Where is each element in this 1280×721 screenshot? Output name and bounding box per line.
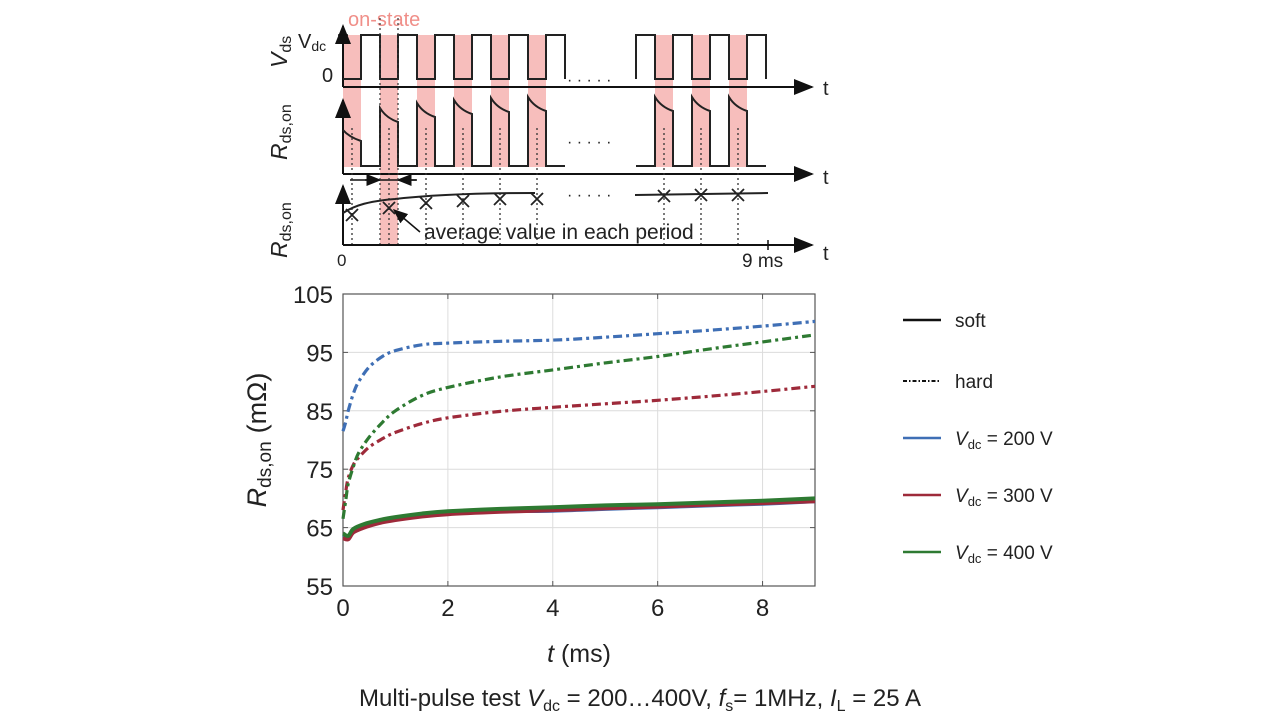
y-tick-label: 95 (306, 340, 333, 367)
on-state-band (454, 35, 472, 167)
legend-label: Vdc = 300 V (955, 486, 1053, 509)
y-tick-label: 55 (306, 574, 333, 601)
series-line (341, 384, 816, 511)
x-tick-label: 8 (756, 595, 769, 622)
on-state-label: on-state (348, 9, 420, 31)
avg-curve-left (342, 192, 536, 214)
x-ticks: 0 2 4 6 8 (336, 294, 769, 622)
y-tick-label: 85 (306, 399, 333, 426)
on-state-band (343, 35, 361, 167)
rds-pulse-axis-label: Rds,on (266, 104, 295, 160)
zero-tick-label: 0 (322, 65, 333, 87)
annotation-text: average value in each period (424, 221, 694, 244)
series-line (341, 319, 816, 432)
on-state-band (380, 35, 398, 167)
x-tick-label: 0 (336, 595, 349, 622)
annotation-arrow (392, 209, 421, 233)
average-cross-marker (456, 194, 470, 208)
highlighted-period-band (380, 167, 398, 245)
x-tick-label: 4 (546, 595, 559, 622)
legend: soft hard Vdc = 200 V Vdc = 300 V Vdc = 400 … (903, 311, 1053, 566)
y-tick-label: 65 (306, 516, 333, 543)
legend-label: Vdc = 200 V (955, 429, 1053, 452)
rds-waveform (342, 93, 766, 167)
x-axis-label: t (ms) (547, 640, 611, 668)
average-cross-marker (419, 196, 433, 210)
avg-dots: · · · · · (567, 187, 611, 204)
caption: Multi-pulse test Vdc = 200…400V, fs= 1MH… (359, 685, 921, 715)
y-axis-label: Rds,on(mΩ) (242, 373, 276, 508)
on-state-band (729, 35, 747, 167)
average-markers (345, 188, 745, 222)
plot-frame (342, 293, 816, 587)
average-cross-marker (694, 188, 708, 202)
legend-label: hard (955, 372, 993, 393)
rds-avg-t-label: t (823, 243, 829, 265)
average-cross-marker (493, 192, 507, 206)
on-state-band (528, 35, 546, 167)
average-cross-marker (731, 188, 745, 202)
on-state-band (417, 35, 435, 167)
rds-dots: · · · · · (567, 134, 611, 151)
pulse-schematic: on-state Vds Vdc 0 t · · · · · Rds,on t … (266, 9, 829, 272)
average-cross-marker (530, 192, 544, 206)
y-tick-label: 75 (306, 457, 333, 484)
t-end-label: 9 ms (742, 251, 783, 272)
vds-dots: · · · · · (567, 72, 611, 89)
t-start-label: 0 (337, 251, 346, 270)
rds-pulse-t-label: t (823, 167, 829, 189)
on-state-bands (343, 35, 747, 245)
x-tick-label: 2 (441, 595, 454, 622)
x-tick-label: 6 (651, 595, 664, 622)
average-cross-marker (657, 189, 671, 203)
y-tick-label: 105 (293, 282, 333, 309)
on-state-band (692, 35, 710, 167)
y-ticks: 55 65 75 85 95 105 (293, 282, 815, 601)
vdc-tick-label: Vdc (298, 31, 326, 54)
legend-label: Vdc = 400 V (955, 543, 1053, 566)
legend-label: soft (955, 311, 986, 332)
series-lines (341, 319, 816, 542)
rds-on-plot: 55 65 75 85 95 105 0 2 4 6 8 t (ms) Rds,on(mΩ) so… (242, 282, 1053, 668)
on-state-band (491, 35, 509, 167)
series-line (341, 333, 816, 520)
on-state-band (655, 35, 673, 167)
average-cross-marker (345, 208, 359, 222)
vds-t-label: t (823, 78, 829, 100)
series-line (341, 496, 816, 538)
series-line (342, 499, 816, 542)
vds-axis-label: Vds (266, 36, 295, 68)
rds-avg-axis-label: Rds,on (266, 202, 295, 258)
